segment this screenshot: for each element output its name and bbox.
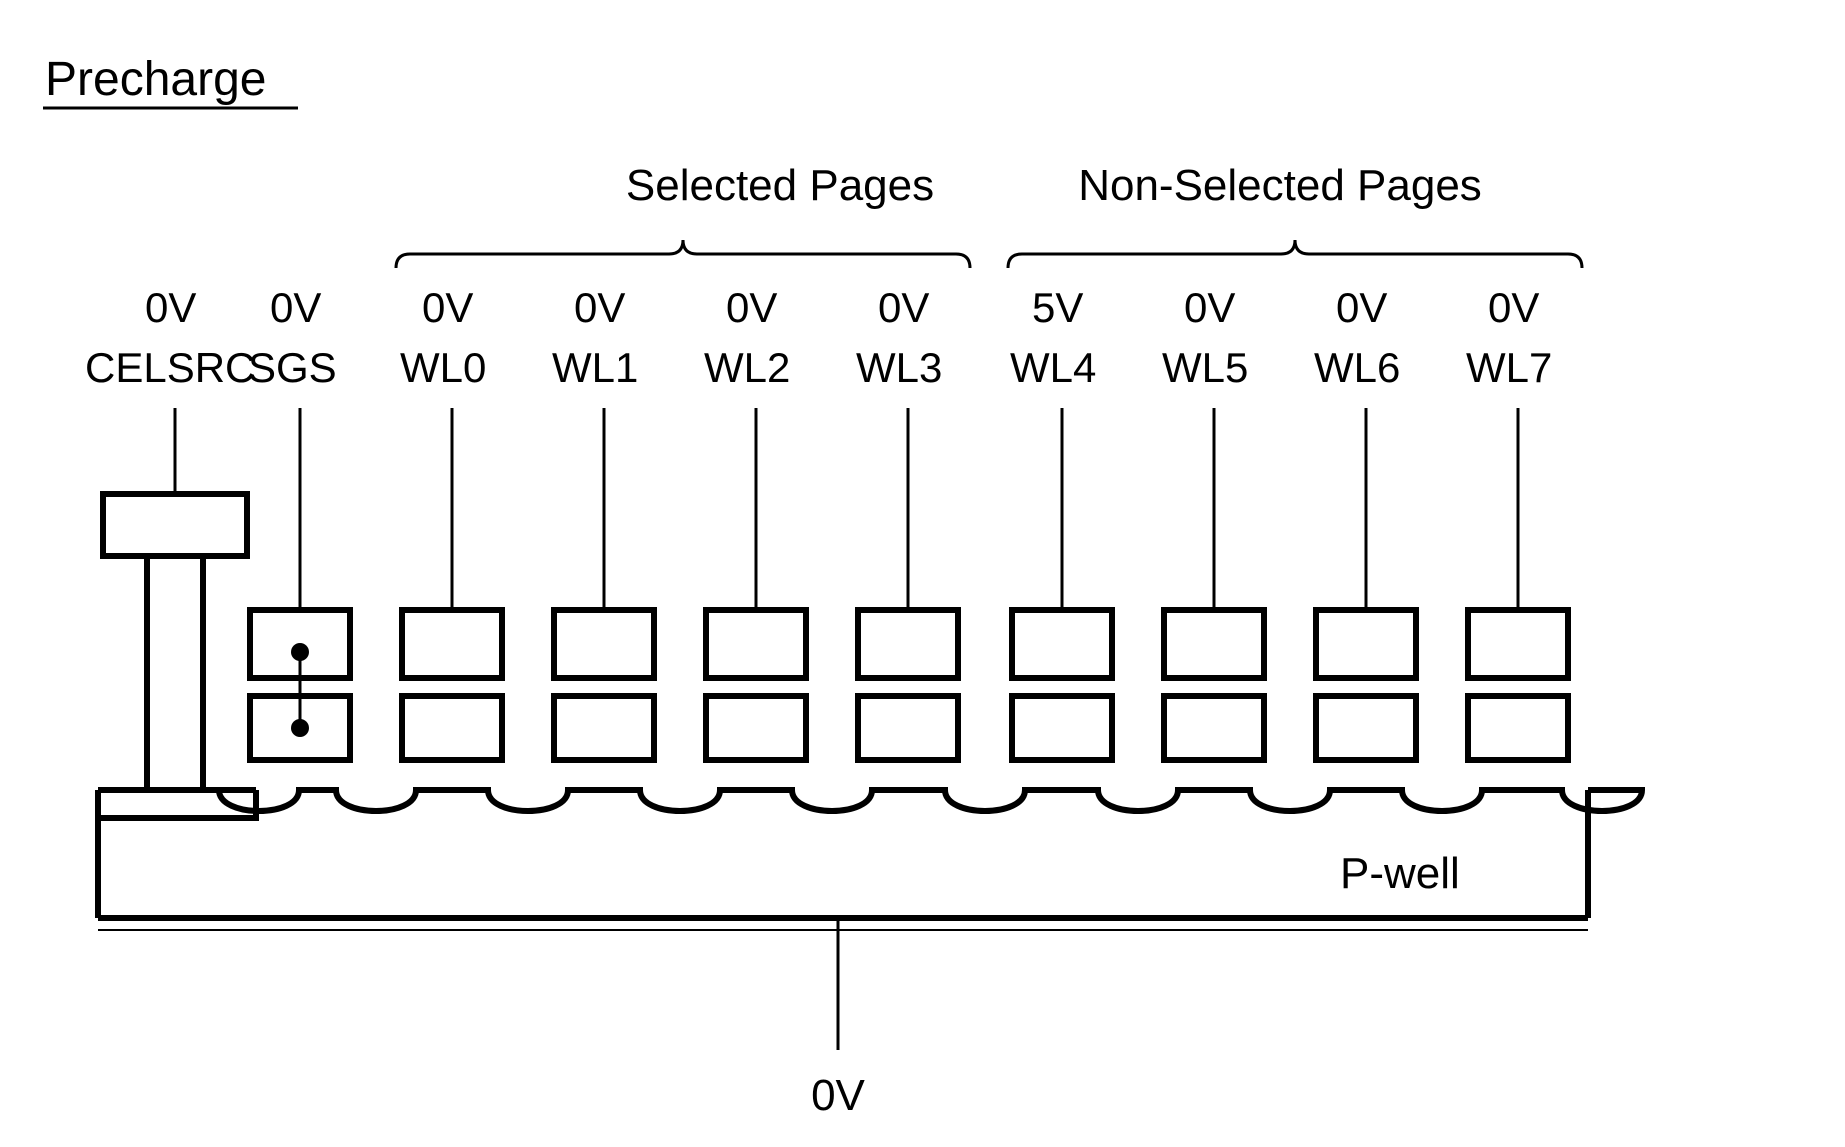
non-selected-pages-brace: [1008, 240, 1582, 268]
wl3-floating-gate: [858, 696, 958, 760]
selected-pages-label: Selected Pages: [626, 161, 934, 210]
substrate-surface: [98, 790, 1642, 811]
wl7-control-gate: [1468, 610, 1568, 678]
celsrc-voltage: 0V: [145, 284, 196, 331]
wl0-name: WL0: [400, 344, 486, 391]
wl7-floating-gate: [1468, 696, 1568, 760]
wl5-floating-gate: [1164, 696, 1264, 760]
wl5-voltage: 0V: [1184, 284, 1235, 331]
wl4-floating-gate: [1012, 696, 1112, 760]
selected-pages-brace: [396, 240, 970, 268]
wl7-name: WL7: [1466, 344, 1552, 391]
title-label: Precharge: [45, 53, 266, 106]
wl1-floating-gate: [554, 696, 654, 760]
wl6-name: WL6: [1314, 344, 1400, 391]
wl0-floating-gate: [402, 696, 502, 760]
celsrc-head: [103, 494, 247, 556]
wl4-voltage: 5V: [1032, 284, 1083, 331]
wl2-floating-gate: [706, 696, 806, 760]
sgs-dot-top: [291, 643, 309, 661]
wl4-control-gate: [1012, 610, 1112, 678]
sgs-voltage: 0V: [270, 284, 321, 331]
pwell-label: P-well: [1340, 849, 1460, 898]
wl6-control-gate: [1316, 610, 1416, 678]
wl3-name: WL3: [856, 344, 942, 391]
wl1-control-gate: [554, 610, 654, 678]
wl0-control-gate: [402, 610, 502, 678]
sgs-name: SGS: [248, 344, 337, 391]
wl1-name: WL1: [552, 344, 638, 391]
wl7-voltage: 0V: [1488, 284, 1539, 331]
pwell-tap-label: 0V: [811, 1071, 865, 1120]
wl6-voltage: 0V: [1336, 284, 1387, 331]
wl6-floating-gate: [1316, 696, 1416, 760]
non-selected-pages-label: Non-Selected Pages: [1078, 161, 1482, 210]
wl2-name: WL2: [704, 344, 790, 391]
wl5-name: WL5: [1162, 344, 1248, 391]
wl5-control-gate: [1164, 610, 1264, 678]
wl0-voltage: 0V: [422, 284, 473, 331]
wl3-voltage: 0V: [878, 284, 929, 331]
wl1-voltage: 0V: [574, 284, 625, 331]
wl2-control-gate: [706, 610, 806, 678]
wl3-control-gate: [858, 610, 958, 678]
celsrc-name: CELSRC: [85, 344, 255, 391]
celsrc-stem: [147, 556, 203, 792]
wl4-name: WL4: [1010, 344, 1096, 391]
sgs-dot-bottom: [291, 719, 309, 737]
wl2-voltage: 0V: [726, 284, 777, 331]
